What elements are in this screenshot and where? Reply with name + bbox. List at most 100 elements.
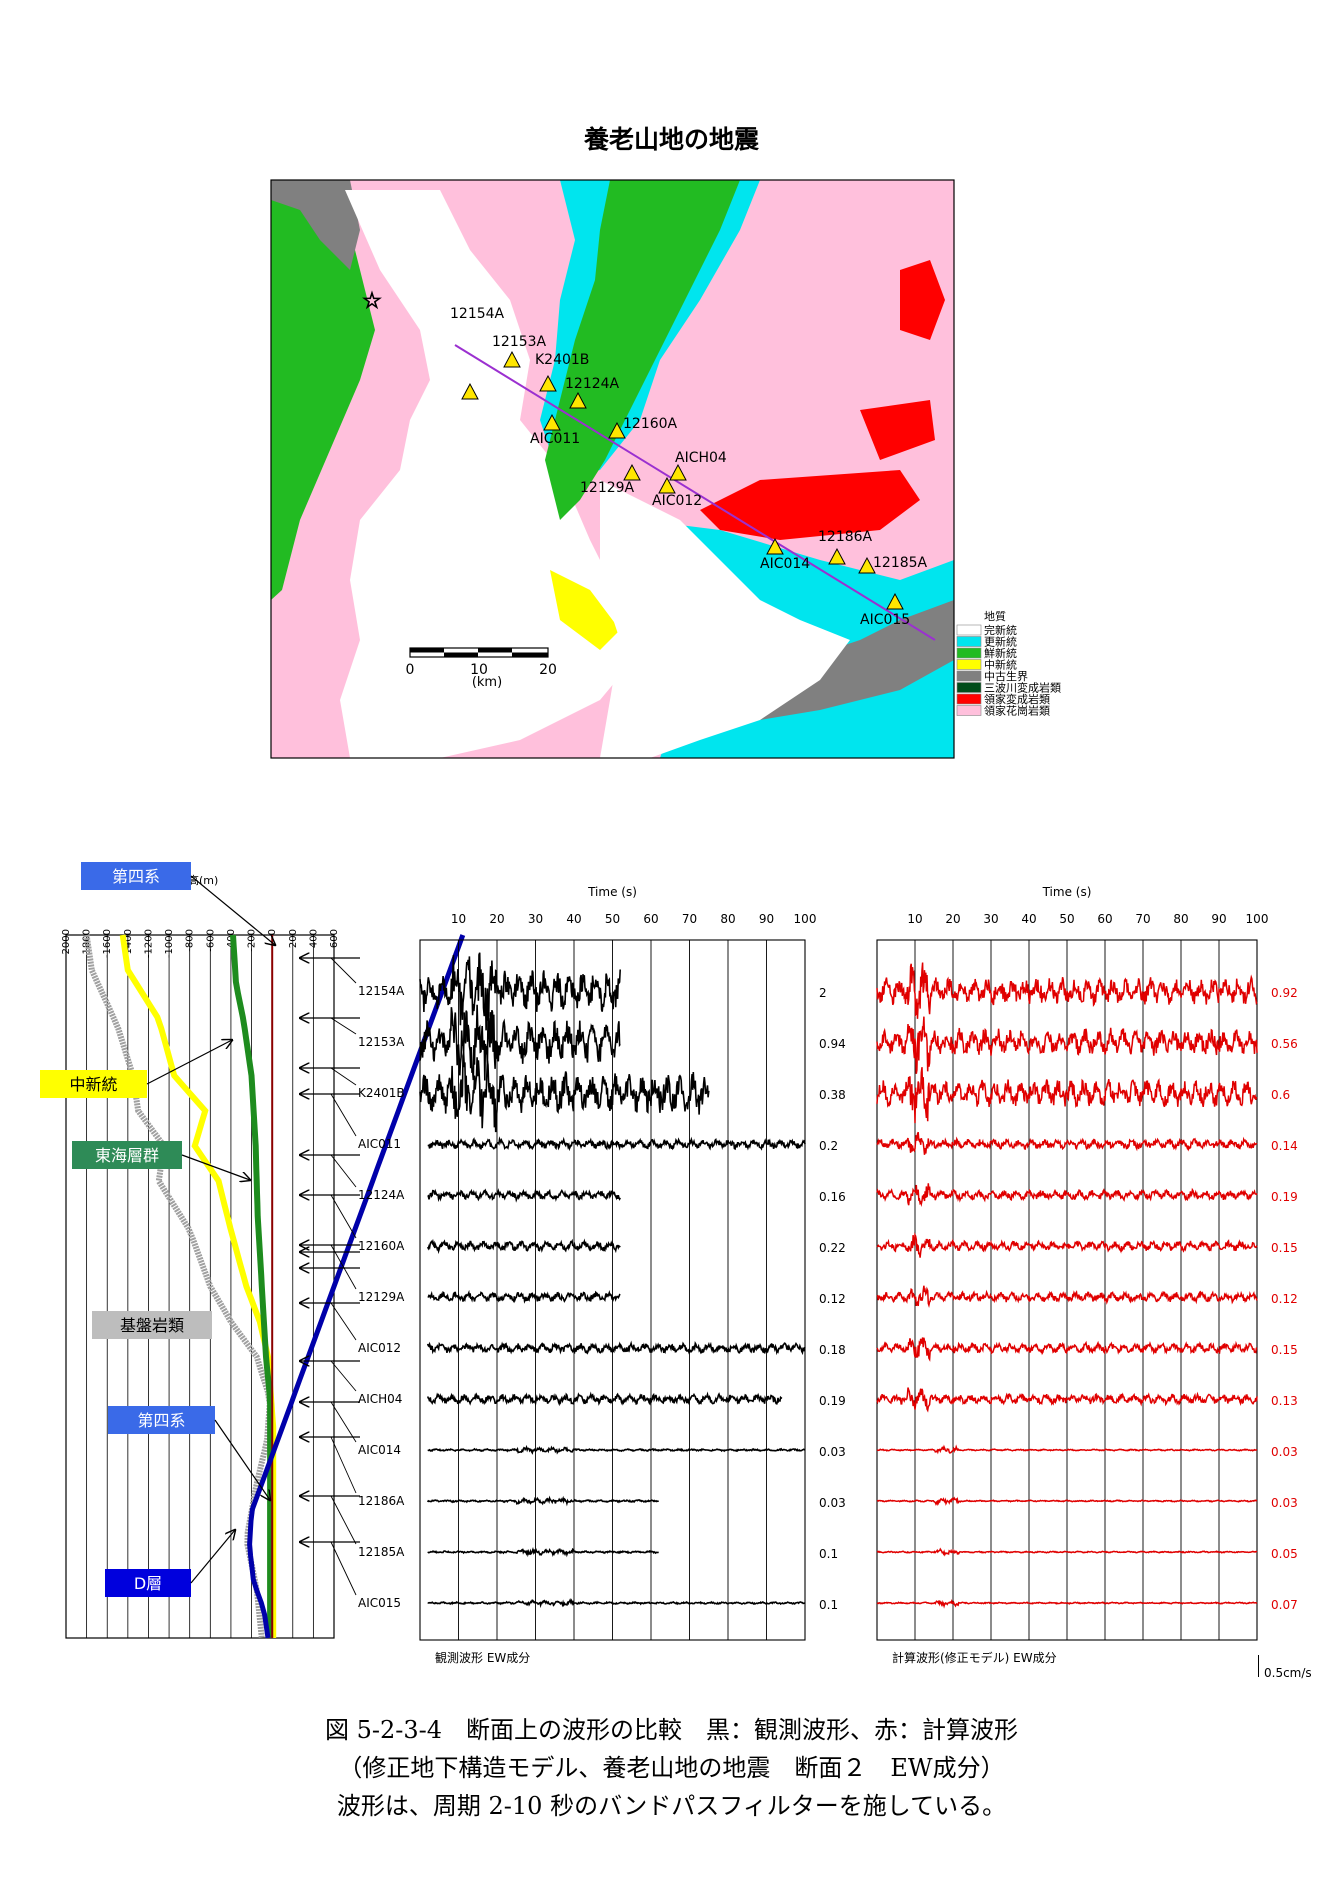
unit-label-box — [108, 1406, 215, 1434]
station-triangle-icon — [543, 413, 561, 431]
time-tick-label: 50 — [605, 912, 620, 926]
elevation-tick-label: 600 — [329, 929, 340, 948]
station-leader-line — [330, 1495, 357, 1545]
unit-label: D層 — [134, 1574, 162, 1593]
elevation-tick-label: -2000 — [61, 929, 72, 958]
trace-amplitude: 0.94 — [819, 1037, 846, 1051]
elevation-tick-label: -600 — [205, 929, 216, 952]
waveform-trace — [426, 1340, 806, 1356]
waveform-trace — [876, 1183, 1258, 1208]
station-triangle-icon — [669, 463, 687, 481]
legend-swatch — [956, 624, 982, 636]
trace-amplitude: 0.05 — [1271, 1547, 1298, 1561]
station-trace-label: AICH04 — [358, 1392, 402, 1406]
waveform-trace — [876, 1547, 1258, 1557]
unit-label-arrow — [190, 875, 275, 945]
waveform-trace — [426, 1495, 659, 1507]
geology-holocene-bay — [600, 480, 850, 758]
trace-amplitude: 0.03 — [1271, 1496, 1298, 1510]
station-label: 12186A — [818, 529, 873, 545]
waveform-trace — [876, 1496, 1258, 1507]
time-tick-label: 100 — [794, 912, 817, 926]
scale-tick-label: 0 — [406, 662, 415, 678]
station-triangle-icon — [461, 382, 479, 400]
legend-swatch — [956, 693, 982, 705]
elevation-tick-label: -1200 — [143, 929, 154, 958]
legend-label: 領家変成岩類 — [984, 692, 1050, 706]
legend-label: 中新統 — [984, 658, 1017, 672]
time-tick-label: 30 — [983, 912, 998, 926]
time-tick-label: 70 — [1135, 912, 1150, 926]
computed-waveform-panel: Time (s) 10 20 30 40 50 60 70 80 90 100 0.92 0.56 0.6… — [876, 885, 1312, 1680]
geology-ryoke-metamorphic-1 — [900, 260, 945, 340]
waveform-trace — [427, 1547, 659, 1558]
scale-tick-label: 10 — [470, 662, 488, 678]
elevation-unit: 高(m) — [188, 873, 218, 887]
legend-swatch — [956, 670, 982, 682]
epicenter-star-icon: ☆ — [362, 289, 382, 314]
time-tick-label: 40 — [566, 912, 581, 926]
elevation-tick-label: -200 — [247, 929, 258, 952]
station-label: AICH04 — [675, 450, 727, 466]
trace-amplitude: 0.56 — [1271, 1037, 1298, 1051]
legend-swatch — [956, 705, 982, 716]
time-tick-label: 90 — [759, 912, 774, 926]
station-triangle-icon — [623, 463, 641, 481]
scale-tick-label: 20 — [539, 662, 557, 678]
station-label: AIC015 — [860, 612, 910, 628]
elevation-tick-label: -800 — [185, 929, 196, 952]
waveform-trace — [876, 1444, 1257, 1455]
trace-amplitude: 0.92 — [1271, 986, 1298, 1000]
station-leader-line — [330, 1244, 357, 1290]
waveform-trace — [427, 1444, 806, 1455]
trace-amplitude: 0.38 — [819, 1088, 846, 1102]
station-leader-line — [330, 1541, 357, 1596]
station-leader-line — [330, 1436, 357, 1494]
waveform-trace — [876, 1232, 1258, 1258]
time-tick-label: 10 — [451, 912, 466, 926]
time-tick-label: 60 — [643, 912, 658, 926]
trace-amplitude: 0.19 — [819, 1394, 846, 1408]
station-label: 12160A — [623, 416, 678, 432]
legend-label: 完新統 — [984, 623, 1017, 637]
scale-tick-labels: 0 10 20 — [406, 662, 557, 678]
waveform-trace — [876, 1285, 1258, 1308]
unit-label-arrow — [214, 1419, 270, 1500]
waveform-trace — [426, 1238, 621, 1255]
station-triangle-icon — [608, 421, 626, 439]
time-tick-label: 50 — [1059, 912, 1074, 926]
trace-amplitude: 0.03 — [819, 1445, 846, 1459]
station-label: AIC014 — [760, 556, 810, 572]
time-tick-label: 70 — [682, 912, 697, 926]
waveform-trace — [876, 1337, 1258, 1362]
map-scale-bar — [409, 647, 549, 658]
station-triangle-icon — [766, 537, 784, 555]
waveform-trace — [427, 1597, 806, 1609]
station-trace-label: 12153A — [358, 1035, 405, 1049]
waveform-trace — [876, 1016, 1258, 1074]
waveform-trace — [876, 1387, 1258, 1413]
station-triangle-icon — [886, 592, 904, 610]
trace-amplitude: 0.2 — [819, 1139, 838, 1153]
time-tick-label: 100 — [1246, 912, 1269, 926]
station-leader-line — [330, 1302, 357, 1341]
elevation-tick-label: -1600 — [102, 929, 113, 958]
station-label: 12153A — [492, 334, 547, 350]
station-trace-label: 12160A — [358, 1239, 405, 1253]
station-triangle-icon — [503, 350, 521, 368]
unit-label-arrow — [190, 1530, 235, 1584]
unit-label: 第四系 — [137, 1411, 185, 1430]
trace-amplitude: 0.15 — [1271, 1241, 1298, 1255]
station-leader-line — [330, 1154, 357, 1188]
unit-label-box — [81, 862, 191, 890]
waveform-panel-title: 計算波形(修正モデル) EW成分 — [892, 1650, 1057, 1665]
legend-label: 三波川変成岩類 — [984, 681, 1061, 695]
station-trace-label: 12154A — [358, 984, 405, 998]
trace-amplitude: 0.13 — [1271, 1394, 1298, 1408]
time-tick-label: 80 — [1173, 912, 1188, 926]
time-tick-label: 30 — [528, 912, 543, 926]
station-label: K2401B — [535, 352, 589, 368]
station-leader-line — [330, 957, 357, 984]
trace-amplitude: 0.16 — [819, 1190, 846, 1204]
waveform-trace — [419, 1004, 621, 1081]
